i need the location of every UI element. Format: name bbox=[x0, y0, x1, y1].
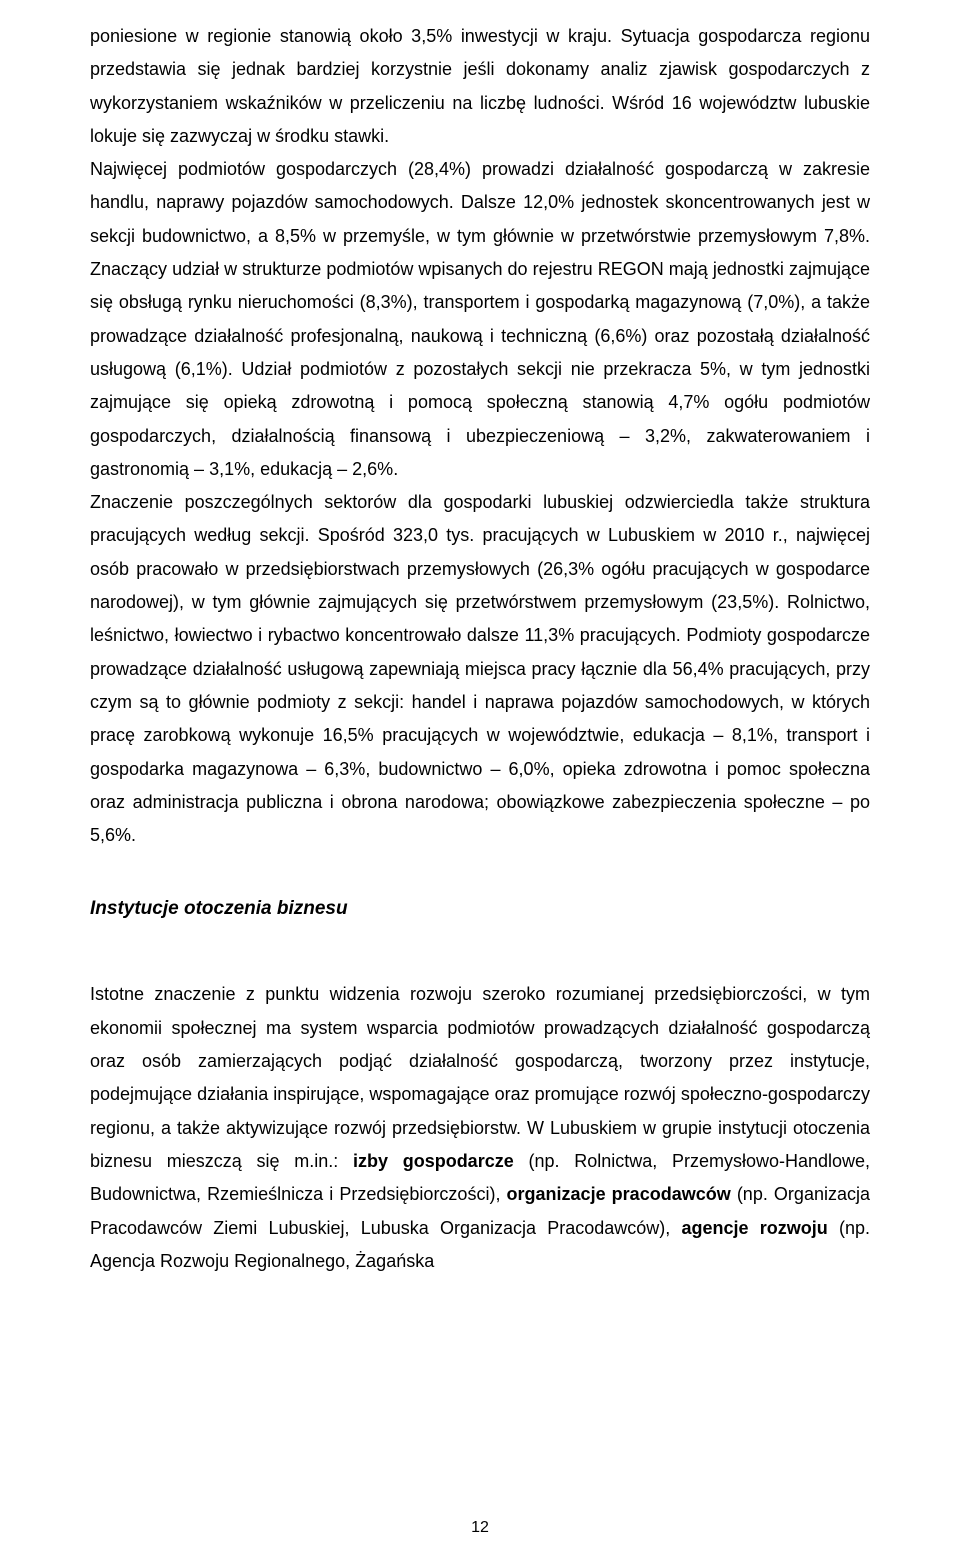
section-heading-text: Instytucje otoczenia biznesu bbox=[90, 898, 348, 919]
paragraph-1-text: poniesione w regionie stanowią około 3,5… bbox=[90, 26, 870, 146]
page-number: 12 bbox=[0, 1519, 960, 1537]
paragraph-2-text: Najwięcej podmiotów gospodarczych (28,4%… bbox=[90, 159, 870, 479]
paragraph-3-text: Znaczenie poszczególnych sektorów dla go… bbox=[90, 492, 870, 845]
section-heading: Instytucje otoczenia biznesu bbox=[90, 898, 870, 920]
paragraph-4-part-a: Istotne znaczenie z punktu widzenia rozw… bbox=[90, 984, 870, 1170]
bold-term-3: agencje rozwoju bbox=[682, 1218, 828, 1238]
paragraph-4: Istotne znaczenie z punktu widzenia rozw… bbox=[90, 978, 870, 1278]
page-number-text: 12 bbox=[471, 1519, 489, 1536]
bold-term-2: organizacje pracodawców bbox=[507, 1184, 731, 1204]
document-page: poniesione w regionie stanowią około 3,5… bbox=[0, 0, 960, 1557]
paragraph-2: Najwięcej podmiotów gospodarczych (28,4%… bbox=[90, 153, 870, 486]
paragraph-1: poniesione w regionie stanowią około 3,5… bbox=[90, 20, 870, 153]
paragraph-3: Znaczenie poszczególnych sektorów dla go… bbox=[90, 486, 870, 852]
bold-term-1: izby gospodarcze bbox=[353, 1151, 514, 1171]
